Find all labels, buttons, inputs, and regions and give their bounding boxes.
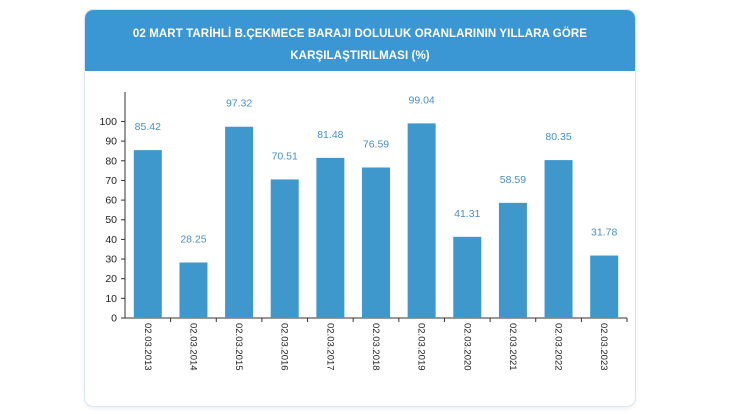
data-label: 80.35: [545, 131, 571, 143]
chart-header: 02 MART TARİHLİ B.ÇEKMECE BARAJI DOLULUK…: [85, 10, 635, 71]
y-tick-label: 60: [105, 195, 117, 207]
y-tick-label: 100: [99, 116, 117, 128]
category-label: 02.03.2018: [370, 323, 381, 371]
chart-title: 02 MART TARİHLİ B.ÇEKMECE BARAJI DOLULUK…: [132, 28, 588, 62]
chart-card: 02 MART TARİHLİ B.ÇEKMECE BARAJI DOLULUK…: [85, 10, 635, 406]
data-label: 97.32: [226, 98, 252, 110]
y-tick-label: 90: [105, 136, 117, 148]
data-label: 76.59: [363, 138, 389, 150]
bar-02.03.2020: [453, 236, 482, 318]
bar-02.03.2013: [133, 150, 162, 318]
y-tick-label: 80: [105, 155, 117, 167]
data-label: 81.48: [317, 129, 343, 141]
bar-02.03.2018: [362, 167, 390, 318]
y-tick-label: 30: [105, 254, 117, 266]
data-label: 70.51: [272, 150, 298, 162]
category-label: 02.03.2014: [187, 323, 198, 371]
bar-02.03.2023: [590, 255, 619, 318]
bar-02.03.2017: [316, 157, 345, 318]
category-label: 02.03.2017: [324, 323, 335, 371]
category-label: 02.03.2022: [553, 323, 564, 371]
bar-02.03.2019: [407, 123, 436, 318]
category-label: 02.03.2019: [416, 323, 427, 371]
y-tick-label: 50: [105, 214, 117, 226]
bar-02.03.2016: [270, 179, 299, 318]
data-label: 99.04: [408, 94, 434, 106]
data-label: 28.25: [180, 233, 206, 245]
category-label: 02.03.2021: [507, 323, 518, 371]
category-label: 02.03.2023: [598, 323, 609, 371]
data-label: 31.78: [591, 227, 617, 239]
bar-02.03.2014: [179, 262, 208, 318]
y-tick-label: 70: [105, 175, 117, 187]
data-label: 41.31: [454, 208, 480, 220]
category-label: 02.03.2016: [279, 323, 290, 371]
y-tick-label: 0: [111, 313, 117, 325]
data-label: 85.42: [135, 121, 161, 133]
bar-02.03.2015: [225, 126, 254, 318]
category-label: 02.03.2013: [142, 323, 153, 371]
category-label: 02.03.2015: [233, 323, 244, 371]
y-tick-label: 40: [105, 234, 117, 246]
bar-02.03.2021: [498, 202, 527, 318]
bar-02.03.2022: [544, 160, 573, 318]
y-tick-label: 20: [105, 273, 117, 285]
category-label: 02.03.2020: [461, 323, 472, 371]
data-label: 58.59: [500, 174, 526, 186]
y-tick-label: 10: [105, 293, 117, 305]
